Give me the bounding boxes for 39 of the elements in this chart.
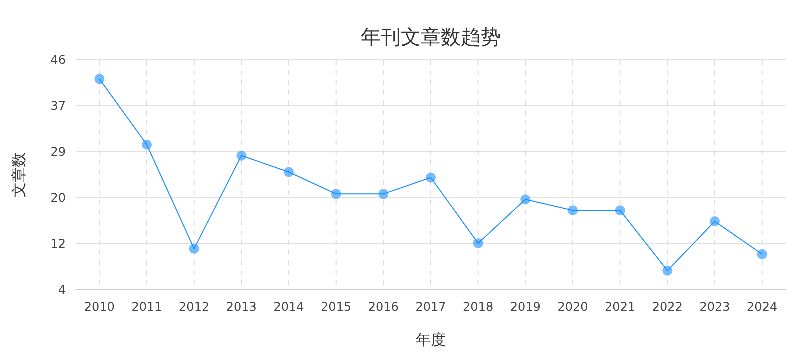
point [568,206,578,216]
point [757,249,768,260]
point [94,74,105,84]
point [236,150,247,161]
x-tick-label: 2020 [558,300,588,314]
y-tick-label: 4 [58,283,66,297]
point [473,238,484,248]
point [142,140,152,150]
x-tick-label: 2019 [510,300,541,314]
x-tick-label: 2013 [226,300,257,314]
point [710,216,720,227]
x-tick-label: 2012 [179,300,210,314]
point [662,266,673,276]
x-tick-label: 2023 [700,300,730,314]
point [331,189,342,200]
x-tick-label: 2017 [416,300,446,314]
x-tick-label: 2018 [463,300,494,314]
x-tick-label: 2015 [321,300,352,314]
y-tick-label: 37 [50,99,66,113]
x-tick-label: 2021 [605,300,636,314]
chart-title: 年刊文章数趋势 [361,25,501,49]
x-tick-label: 2014 [274,300,304,314]
point [520,194,531,205]
y-tick-label: 46 [50,53,66,67]
x-tick-label: 2016 [368,300,399,314]
point [615,206,626,216]
y-tick-label: 29 [50,145,66,159]
point [189,244,200,254]
y-tick-label: 20 [50,191,66,205]
y-axis-title: 文章数 [10,152,28,198]
x-axis-title: 年度 [416,331,446,349]
point [378,189,389,200]
point [284,167,294,178]
y-tick-label: 12 [50,237,66,251]
x-tick-label: 2024 [747,300,778,314]
x-tick-label: 2022 [652,300,683,314]
point [426,172,436,183]
x-tick-label: 2011 [132,300,162,314]
x-tick-label: 2010 [84,300,115,314]
